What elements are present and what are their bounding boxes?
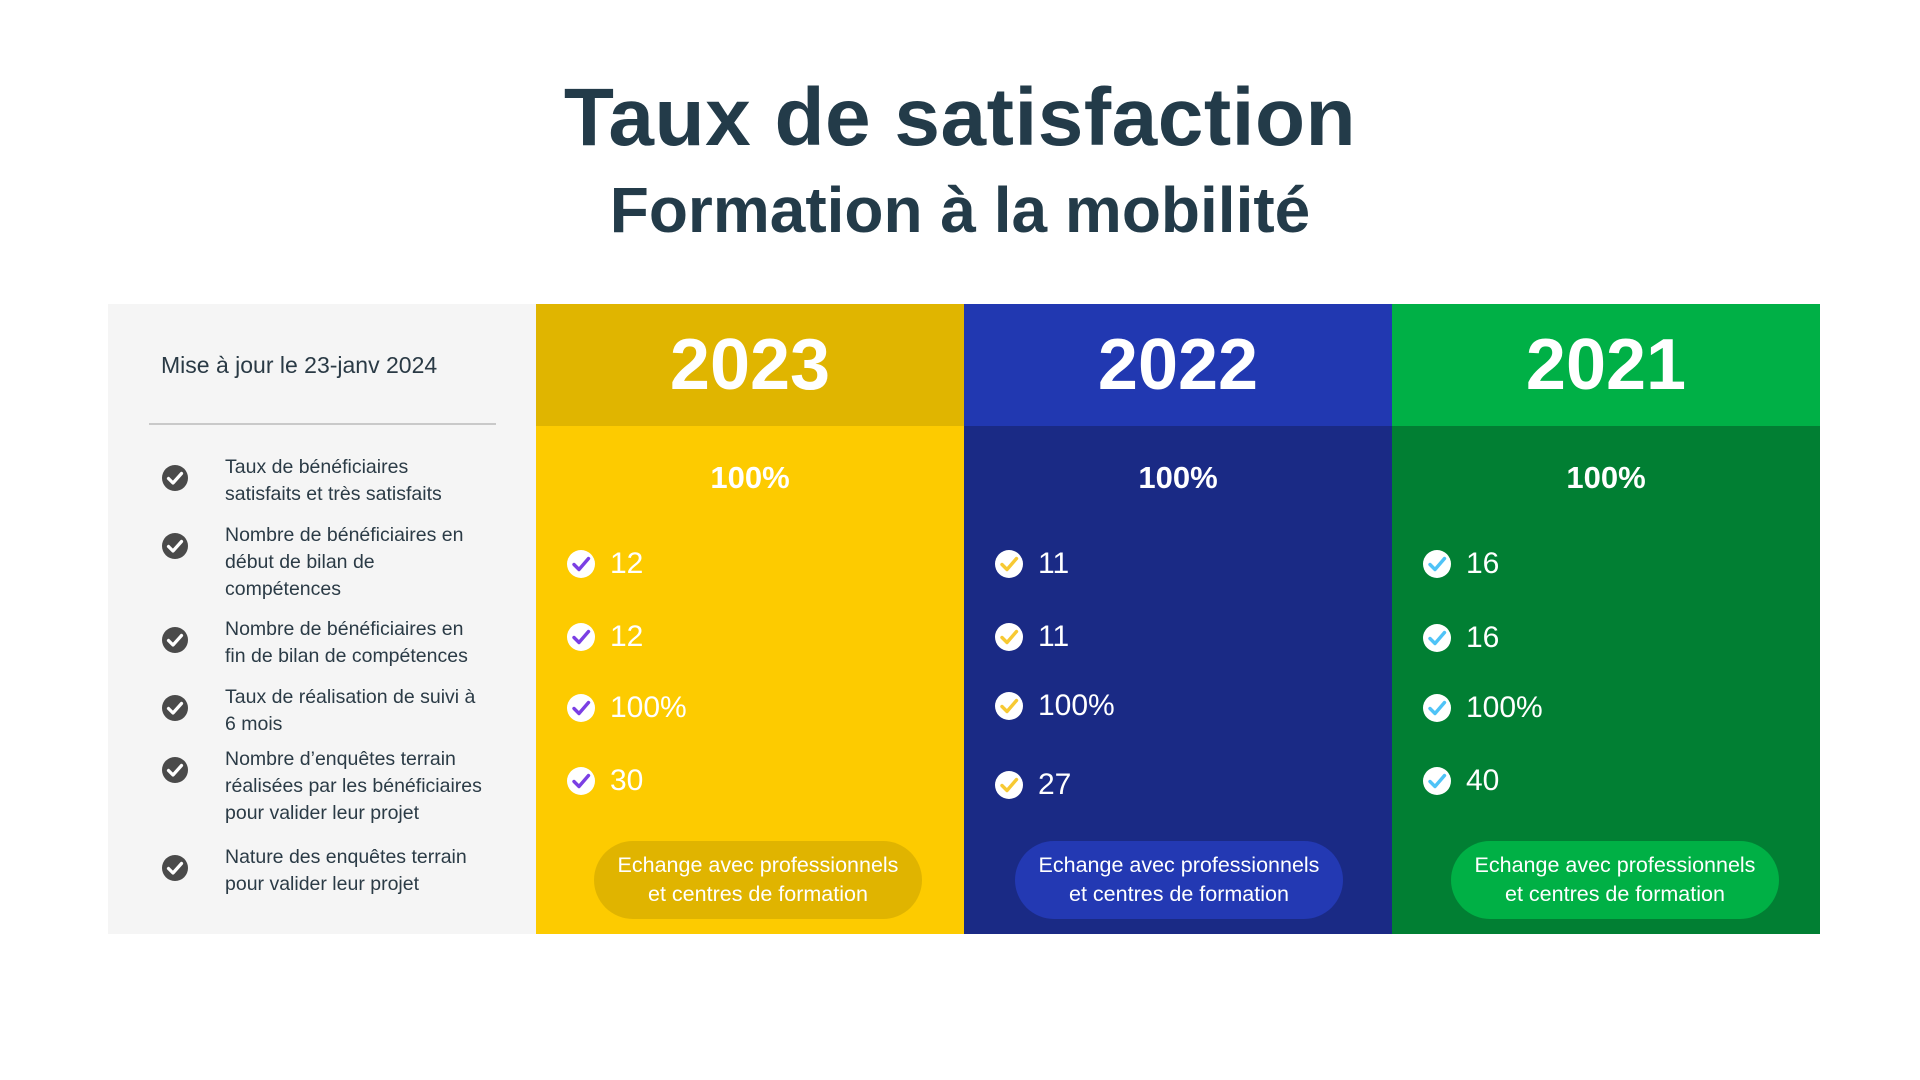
satisfaction-table: Mise à jour le 23-janv 2024 Taux de béné… xyxy=(108,304,1821,934)
followup-value: 100% xyxy=(610,691,687,724)
value-row: 11 xyxy=(994,620,1069,654)
year-header: 2022 xyxy=(964,304,1392,426)
satisfaction-value: 100% xyxy=(1138,460,1218,495)
surveys-count-value: 27 xyxy=(1038,768,1072,801)
value-row: 40 xyxy=(1422,764,1499,798)
criteria-panel: Mise à jour le 23-janv 2024 Taux de béné… xyxy=(108,304,536,934)
surveys-count-value: 40 xyxy=(1466,764,1500,797)
check-circle-icon xyxy=(162,695,188,721)
followup-value: 100% xyxy=(1038,689,1115,722)
year-column-2023: 2023 100% 12 12 100% 30 Echange avec pro… xyxy=(536,304,964,934)
check-circle-icon xyxy=(162,627,188,653)
year-column-2021: 2021 100% 16 16 100% 40 Echange avec pro… xyxy=(1392,304,1820,934)
satisfaction-value: 100% xyxy=(1566,460,1646,495)
year-header: 2021 xyxy=(1392,304,1820,426)
value-row: 100% xyxy=(1422,691,1543,725)
page-subtitle: Formation à la mobilité xyxy=(609,174,1311,246)
criterion-label: Nombre de bénéficiaires en début de bilan… xyxy=(225,524,464,600)
check-circle-icon xyxy=(567,694,595,722)
value-row: 12 xyxy=(566,620,643,654)
value-row: 100% xyxy=(994,689,1115,723)
value-row: 100% xyxy=(566,691,687,725)
criterion-label: Nature des enquêtes terrain pour valider … xyxy=(225,846,467,895)
surveys-count-value: 30 xyxy=(610,764,644,797)
year-column-2022: 2022 100% 11 11 100% 27 Echange avec pro… xyxy=(964,304,1392,934)
check-circle-icon xyxy=(995,692,1023,720)
check-circle-icon xyxy=(1423,767,1451,795)
followup-value: 100% xyxy=(1466,691,1543,724)
check-circle-icon xyxy=(162,533,188,559)
start-count-value: 12 xyxy=(610,547,644,580)
check-circle-icon xyxy=(162,855,188,881)
surveys-nature-badge: Echange avec professionnels et centres de… xyxy=(594,841,922,919)
check-circle-icon xyxy=(1423,694,1451,722)
check-circle-icon xyxy=(162,465,188,491)
value-row: 27 xyxy=(994,768,1071,802)
end-count-value: 12 xyxy=(610,620,644,653)
start-count-value: 16 xyxy=(1466,547,1500,580)
check-circle-icon xyxy=(567,550,595,578)
check-circle-icon xyxy=(995,623,1023,651)
surveys-nature-badge: Echange avec professionnels et centres de… xyxy=(1015,841,1343,919)
criterion-label: Taux de bénéficiaires satisfaits et très … xyxy=(225,456,442,505)
end-count-value: 16 xyxy=(1466,621,1500,654)
surveys-nature-badge: Echange avec professionnels et centres de… xyxy=(1451,841,1779,919)
criterion-label: Nombre d’enquêtes terrain réalisées par l… xyxy=(225,748,482,824)
satisfaction-value: 100% xyxy=(710,460,790,495)
value-row: 12 xyxy=(566,547,643,581)
end-count-value: 11 xyxy=(1038,620,1070,653)
criterion-label: Nombre de bénéficiaires en fin de bilan d… xyxy=(225,618,468,667)
check-circle-icon xyxy=(995,771,1023,799)
year-header: 2023 xyxy=(536,304,964,426)
value-row: 16 xyxy=(1422,621,1499,655)
value-row: 11 xyxy=(994,547,1069,581)
start-count-value: 11 xyxy=(1038,547,1070,580)
page-title: Taux de satisfaction xyxy=(563,72,1357,163)
check-circle-icon xyxy=(567,767,595,795)
check-circle-icon xyxy=(1423,550,1451,578)
check-circle-icon xyxy=(995,550,1023,578)
update-date: Mise à jour le 23-janv 2024 xyxy=(161,352,438,378)
value-row: 30 xyxy=(566,764,643,798)
check-circle-icon xyxy=(1423,624,1451,652)
value-row: 16 xyxy=(1422,547,1499,581)
divider xyxy=(149,423,496,425)
check-circle-icon xyxy=(567,623,595,651)
check-circle-icon xyxy=(162,757,188,783)
